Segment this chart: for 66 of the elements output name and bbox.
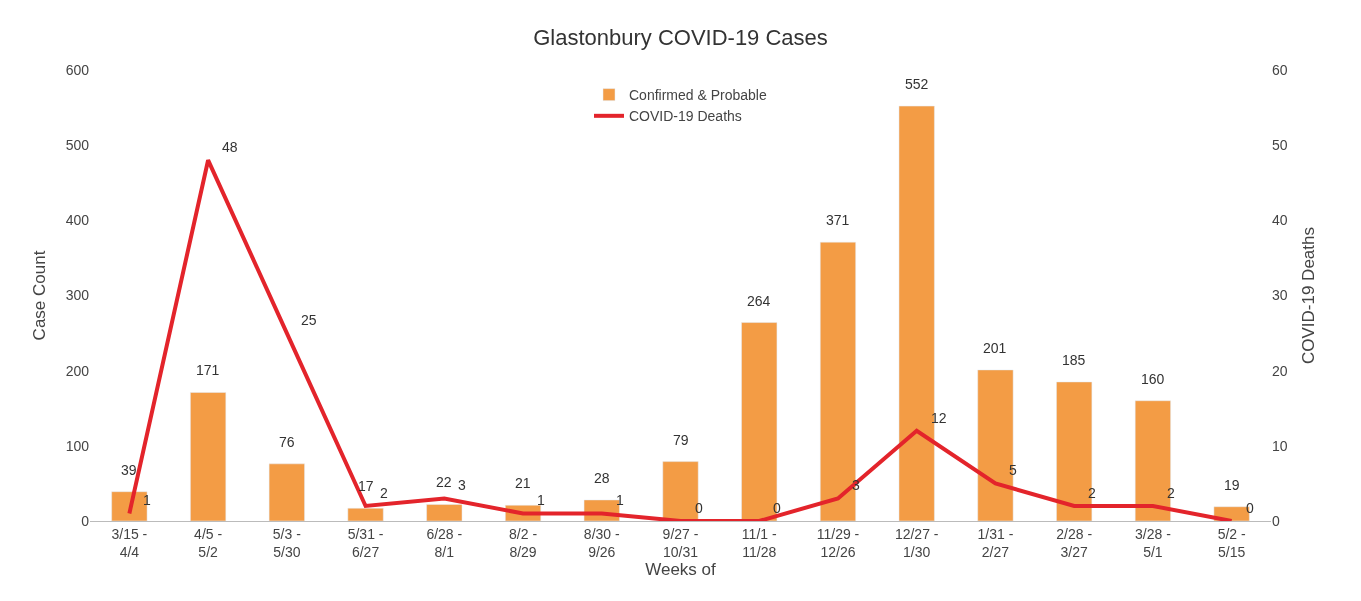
x-tick-label: 9/27 - 10/31 xyxy=(662,525,699,560)
data-label: 171 xyxy=(196,362,220,378)
legend-label: Confirmed & Probable xyxy=(629,87,767,104)
x-tick-label: 5/31 - 6/27 xyxy=(347,525,384,560)
y2-tick-label: 30 xyxy=(1272,287,1288,304)
data-label: 3 xyxy=(852,477,860,493)
x-tick-label: 5/3 - 5/30 xyxy=(272,525,302,560)
bar xyxy=(347,507,384,521)
bar xyxy=(111,491,148,521)
data-label: 19 xyxy=(1224,477,1240,493)
x-tick-label: 1/31 - 2/27 xyxy=(977,525,1014,560)
x-tick-label: 6/28 - 8/1 xyxy=(426,525,463,560)
x-tick-label: 8/2 - 8/29 xyxy=(509,525,538,560)
data-label: 371 xyxy=(826,212,850,228)
data-label: 0 xyxy=(1246,500,1254,516)
y-tick-label: 0 xyxy=(81,512,90,529)
x-tick-label: 5/2 - 5/15 xyxy=(1217,525,1246,560)
x-tick-label: 3/15 - 4/4 xyxy=(111,525,148,560)
data-label: 552 xyxy=(905,76,929,92)
x-tick-label: 12/27 - 1/30 xyxy=(894,525,939,560)
data-label: 160 xyxy=(1141,371,1165,387)
bar xyxy=(190,392,227,521)
data-label: 28 xyxy=(594,470,610,486)
x-tick-label: 8/30 - 9/26 xyxy=(583,525,620,560)
y2-tick-label: 60 xyxy=(1272,61,1288,78)
y2-tick-label: 20 xyxy=(1272,362,1288,379)
bar xyxy=(1056,381,1093,521)
data-label: 21 xyxy=(515,475,531,491)
x-tick-label: 3/28 - 5/1 xyxy=(1134,525,1172,560)
data-label: 39 xyxy=(121,462,137,478)
data-label: 79 xyxy=(673,432,689,448)
x-axis-title: Weeks of xyxy=(645,560,717,580)
chart-title: Glastonbury COVID-19 Cases xyxy=(533,25,828,51)
bar xyxy=(426,504,463,521)
y2-tick-label: 40 xyxy=(1272,212,1288,229)
data-label: 48 xyxy=(222,139,238,155)
y-tick-label: 300 xyxy=(65,287,90,304)
y-tick-label: 400 xyxy=(65,212,90,229)
data-label: 1 xyxy=(616,492,624,508)
data-label: 185 xyxy=(1062,352,1086,368)
y-tick-label: 600 xyxy=(65,61,90,78)
data-label: 1 xyxy=(143,492,151,508)
x-tick-label: 11/1 - 11/28 xyxy=(741,525,777,560)
y2-axis-title: COVID-19 Deaths xyxy=(1299,227,1319,364)
x-tick-label: 4/5 - 5/2 xyxy=(194,525,223,560)
y-tick-label: 500 xyxy=(65,137,90,154)
y-tick-label: 200 xyxy=(65,362,90,379)
data-label: 201 xyxy=(983,340,1007,356)
data-label: 1 xyxy=(537,492,545,508)
data-label: 17 xyxy=(358,478,374,494)
legend-label: COVID-19 Deaths xyxy=(629,108,742,125)
data-label: 264 xyxy=(747,293,771,309)
y-axis-title: Case Count xyxy=(30,250,50,341)
data-label: 25 xyxy=(301,312,317,328)
data-label: 76 xyxy=(279,434,295,450)
data-label: 22 xyxy=(436,474,452,490)
data-label: 2 xyxy=(380,485,388,501)
data-label: 5 xyxy=(1009,462,1017,478)
data-label: 3 xyxy=(458,477,466,493)
bar xyxy=(268,463,305,521)
y2-tick-label: 0 xyxy=(1272,512,1280,529)
y2-tick-label: 10 xyxy=(1272,437,1288,454)
y2-tick-label: 50 xyxy=(1272,137,1288,154)
x-tick-label: 11/29 - 12/26 xyxy=(816,525,860,560)
y-tick-label: 100 xyxy=(65,437,90,454)
x-tick-label: 2/28 - 3/27 xyxy=(1056,525,1093,560)
